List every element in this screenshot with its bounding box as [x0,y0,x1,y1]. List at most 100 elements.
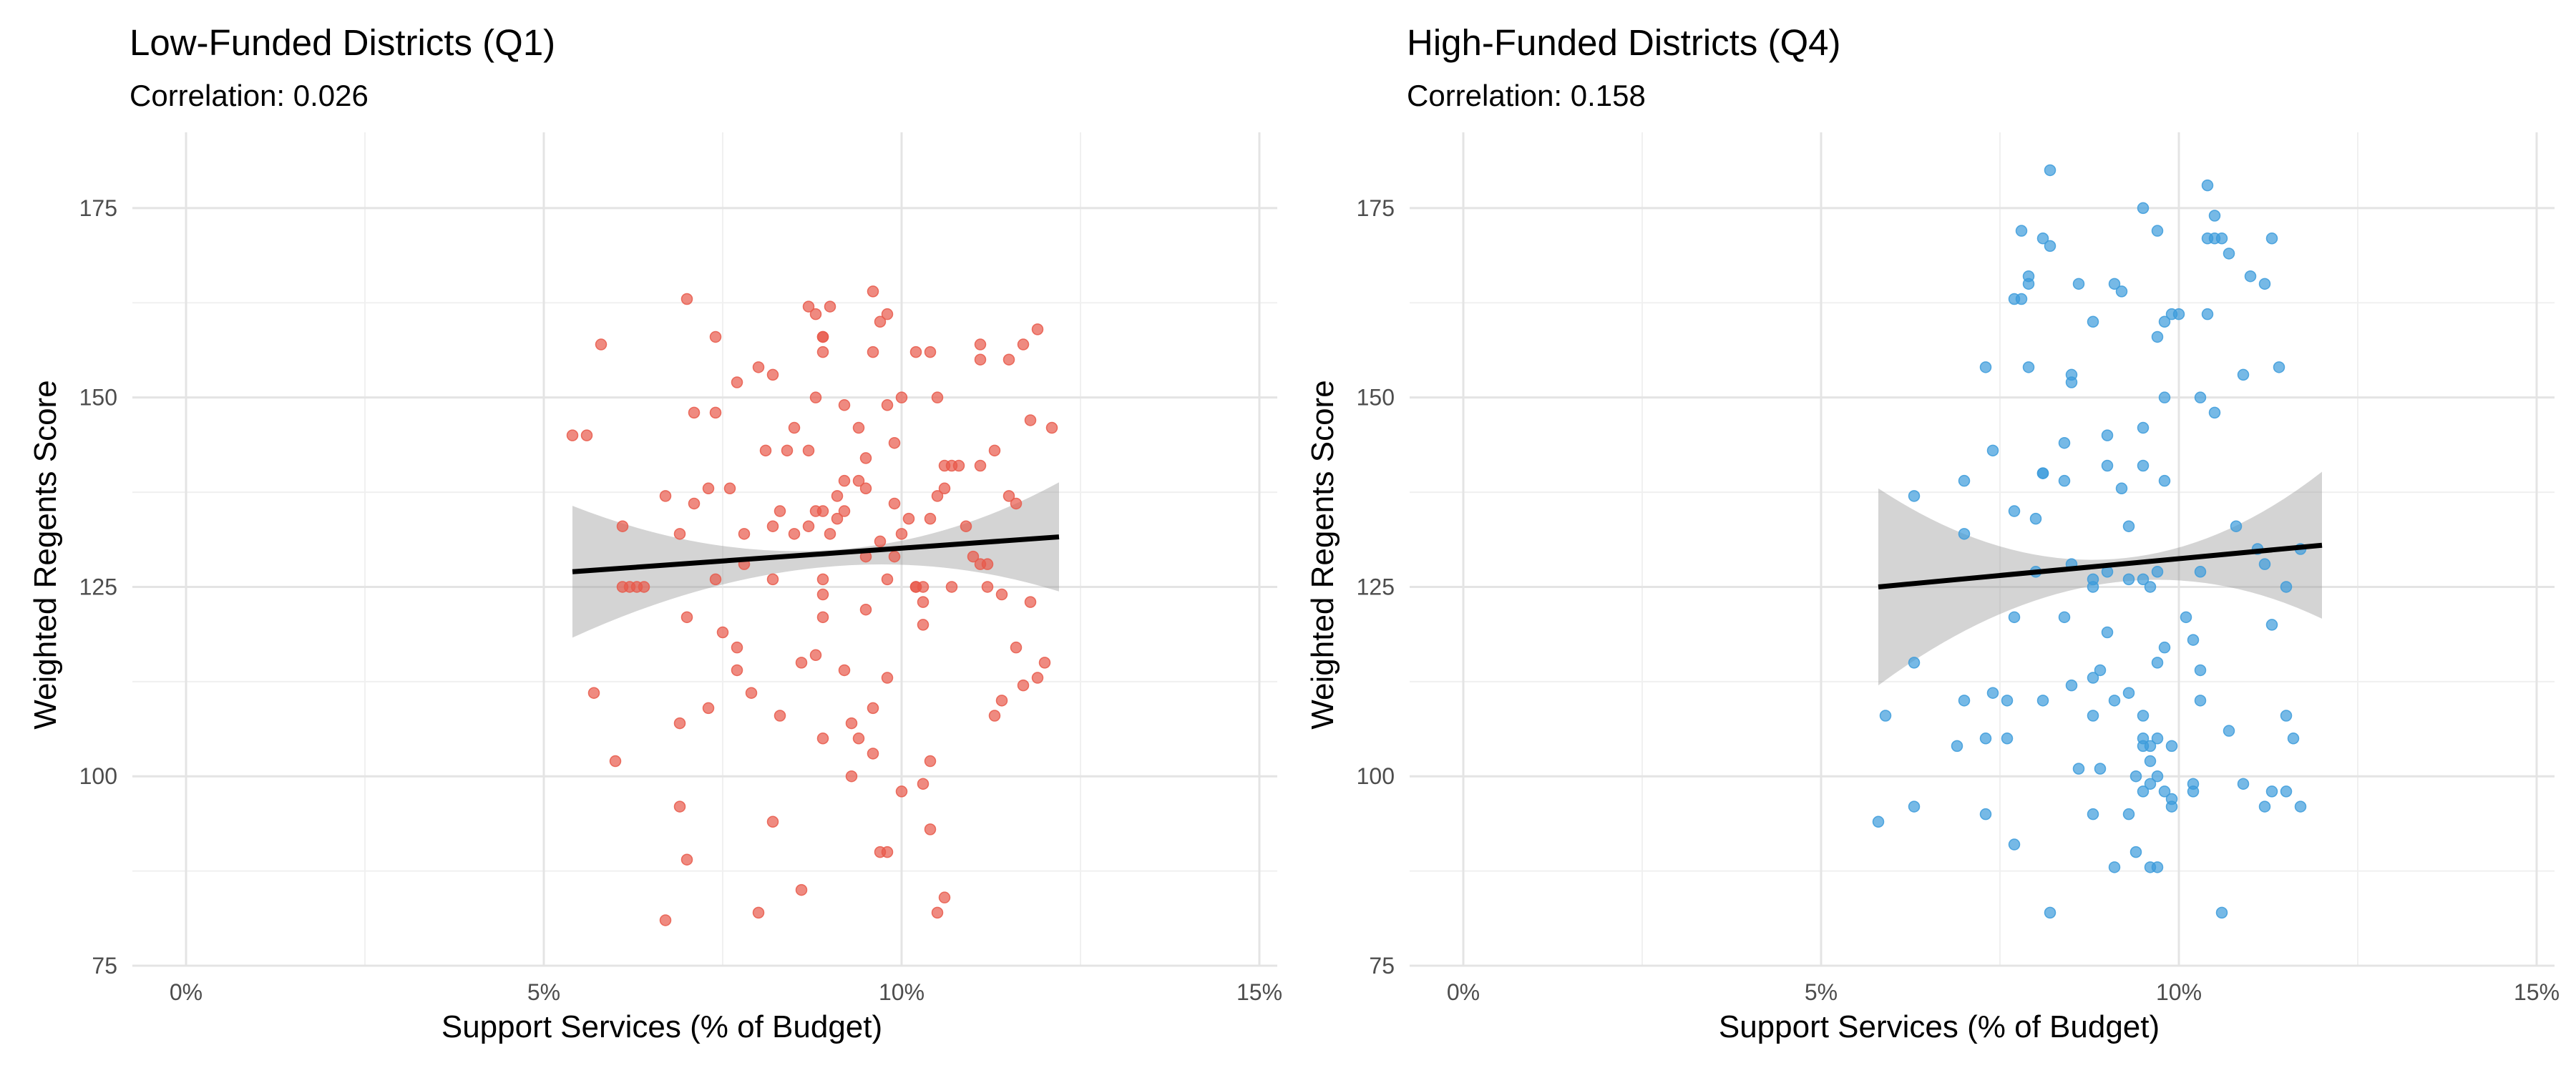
data-point [1908,800,1921,813]
data-point [874,535,887,548]
data-point [774,710,786,722]
data-point [852,733,865,745]
data-point [2015,225,2028,237]
data-point [2144,581,2157,593]
chart-title: High-Funded Districts (Q4) [1407,22,1841,63]
data-point [938,891,951,903]
data-point [2022,278,2035,290]
data-point [2294,800,2307,813]
data-point [2001,695,2014,707]
data-point [1002,353,1015,366]
minor-gridlines [132,132,1277,966]
data-point [888,550,901,563]
data-point [616,581,629,593]
y-tick-label: 125 [79,574,117,599]
y-tick-label: 150 [1357,385,1395,411]
data-point [2237,778,2250,790]
x-tick-label: 0% [170,979,203,1005]
data-point [838,505,851,517]
data-point [2122,520,2135,532]
data-point [2280,785,2293,798]
data-point [2087,672,2099,684]
data-point [2237,368,2250,381]
data-point [895,528,908,540]
data-point [2144,755,2157,768]
data-point [659,914,672,926]
data-point [809,391,822,403]
data-point [1010,641,1023,654]
data-point [816,611,829,624]
data-point [2244,270,2257,283]
data-point [638,581,650,593]
data-point [816,505,829,517]
data-point [917,581,930,593]
data-point [2151,330,2164,343]
x-tick-label: 15% [1236,979,1282,1005]
data-point [2194,695,2207,707]
data-point [2115,285,2128,298]
data-point [2072,763,2085,775]
data-point [731,376,743,388]
data-point [2065,376,2078,388]
x-tick-label: 0% [1447,979,1480,1005]
data-point [917,778,930,790]
data-point [2158,315,2171,328]
data-point [981,581,994,593]
data-point [745,687,758,699]
data-point [995,588,1008,601]
data-point [2265,619,2278,631]
data-point [680,853,693,866]
data-point [788,421,801,434]
confidence-band [1878,471,2322,686]
data-point [852,474,865,487]
y-tick-label: 75 [1369,953,1395,979]
data-point [845,717,858,730]
data-point [924,755,937,768]
scatter-plot-high-funded: 0% 5% 10% 15% 75 100 125 150 175 Support Services… [1305,132,2560,1044]
data-point [688,406,701,419]
regression-line [572,534,1060,574]
data-point [924,346,937,358]
data-point [2258,278,2271,290]
data-point [2087,581,2099,593]
data-point [673,800,686,813]
data-point [2058,474,2071,487]
data-point [738,528,751,540]
data-point [2151,566,2164,578]
data-point [2265,232,2278,245]
data-point [1951,740,1963,753]
data-point [2201,179,2214,192]
data-point [867,748,879,760]
data-point [859,482,872,495]
data-point [2015,293,2028,305]
x-tick-label: 10% [2156,979,2202,1005]
data-point [888,436,901,449]
data-point [2008,838,2021,851]
data-point [1879,710,1892,722]
data-point [680,293,693,305]
data-point [838,474,851,487]
data-point [723,482,736,495]
data-point [731,641,743,654]
data-point [680,611,693,624]
data-point [2108,278,2121,290]
data-point [1872,815,1885,828]
data-point [1038,657,1051,669]
tick-labels: 0% 5% 10% 15% 75 100 125 150 175 [1357,195,2560,1005]
data-point [2280,710,2293,722]
data-point [795,657,808,669]
data-point [831,490,844,502]
data-point [852,421,865,434]
tick-labels: 0% 5% 10% 15% 75 100 125 150 175 [79,195,1282,1005]
minor-gridlines [1410,132,2555,966]
data-point [2008,611,2021,624]
data-point [2029,512,2042,525]
data-point [2208,210,2221,222]
data-point [802,520,815,532]
data-point [2044,164,2057,177]
data-point [2187,634,2200,646]
data-point [888,497,901,510]
data-point [859,603,872,616]
data-point [2180,611,2192,624]
data-point [766,573,779,586]
